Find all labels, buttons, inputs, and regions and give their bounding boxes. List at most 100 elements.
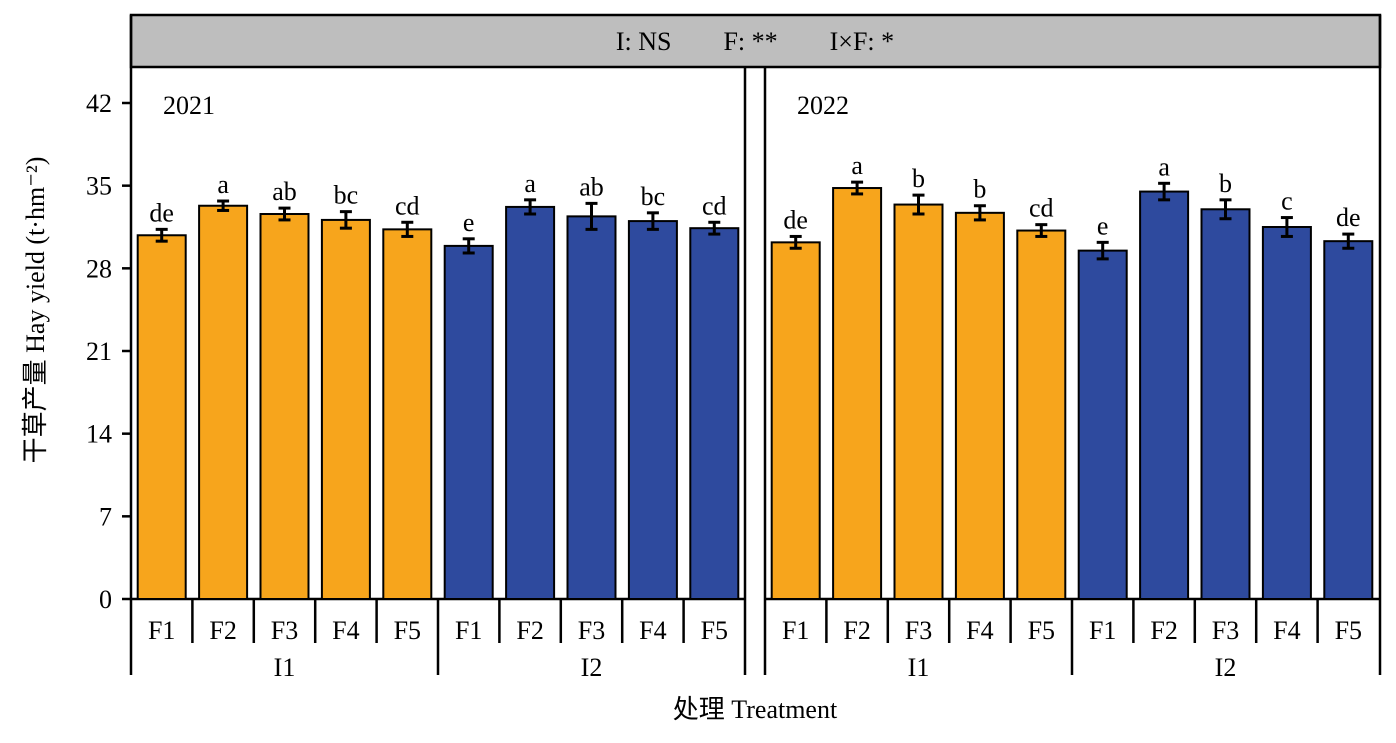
x-cat-label-p0-I1-F5: F5 (394, 616, 421, 645)
panel-year-2021: 2021 (163, 91, 215, 120)
bar-p1-I2-F3 (1200, 208, 1251, 601)
error-bar-p0-I2-F4 (646, 211, 659, 231)
error-bar-p0-I2-F5 (708, 220, 721, 236)
y-tick-label-28: 28 (86, 254, 112, 283)
y-tick-label-7: 7 (99, 502, 112, 531)
y-axis: 0 7 14 21 28 35 42 (86, 89, 131, 614)
error-bar-p0-I1-F5 (401, 220, 414, 238)
error-bar-p0-I2-F3 (585, 201, 598, 231)
x-cat-label-p1-I1-F4: F4 (966, 616, 993, 645)
x-axis-title: 处理 Treatment (673, 695, 838, 724)
x-cat-label-p1-I2-F3: F3 (1212, 616, 1239, 645)
x-cat-label-p0-I1-F4: F4 (332, 616, 359, 645)
bar-p1-I2-F5 (1323, 240, 1374, 601)
x-cat-label-p0-I2-F3: F3 (578, 616, 605, 645)
sig-letter-p1-I2-F1: e (1097, 211, 1109, 240)
bar-p1-I1-F3 (893, 203, 944, 601)
x-cat-label-p1-I1-F5: F5 (1028, 616, 1055, 645)
error-bar-p1-I2-F3 (1219, 198, 1232, 221)
x-cat-label-p1-I2-F2: F2 (1150, 616, 1177, 645)
error-bar-p1-I1-F2 (851, 180, 864, 196)
x-cat-label-p0-I2-F1: F1 (455, 616, 482, 645)
bar-p0-I1-F1 (136, 234, 187, 600)
x-cat-label-p1-I1-F2: F2 (843, 616, 870, 645)
error-bar-p0-I1-F1 (155, 227, 168, 243)
sig-letter-p1-I1-F2: a (851, 151, 863, 180)
sig-letter-p1-I1-F1: de (783, 205, 808, 234)
x-cat-label-p1-I2-F4: F4 (1273, 616, 1300, 645)
group-label-p0-I2: I2 (581, 653, 603, 682)
error-bar-p0-I2-F2 (524, 198, 537, 216)
x-cat-label-p0-I1-F2: F2 (209, 616, 236, 645)
group-label-p1-I1: I1 (908, 653, 930, 682)
bar-p1-I2-F4 (1261, 226, 1312, 600)
y-tick-label-21: 21 (86, 337, 112, 366)
error-bar-p1-I1-F5 (1035, 223, 1048, 238)
bar-p0-I2-F5 (689, 227, 740, 601)
x-cat-label-p1-I2-F5: F5 (1335, 616, 1362, 645)
x-cat-label-p0-I2-F4: F4 (639, 616, 666, 645)
sig-letter-p0-I1-F4: bc (334, 181, 359, 210)
sig-letter-p1-I2-F4: c (1281, 187, 1293, 216)
sig-letter-p0-I1-F1: de (149, 198, 174, 227)
sig-letter-p0-I1-F5: cd (395, 191, 420, 220)
bar-p0-I1-F3 (259, 213, 310, 600)
y-tick-label-35: 35 (86, 172, 112, 201)
sig-letter-p0-I2-F1: e (463, 208, 475, 237)
bar-p1-I1-F5 (1016, 229, 1067, 601)
sig-letter-p1-I2-F5: de (1336, 203, 1361, 232)
x-cat-label-p0-I1-F1: F1 (148, 616, 175, 645)
error-bar-p1-I2-F5 (1342, 232, 1355, 250)
error-bar-p1-I2-F4 (1280, 216, 1293, 238)
error-bar-p0-I1-F2 (217, 199, 230, 212)
error-bar-p1-I1-F3 (912, 193, 925, 216)
y-tick-label-42: 42 (86, 89, 112, 118)
error-bar-p1-I2-F2 (1158, 181, 1171, 202)
bar-p1-I1-F2 (832, 187, 883, 600)
x-cat-label-p0-I2-F5: F5 (701, 616, 728, 645)
bar-p0-I1-F2 (198, 204, 249, 600)
error-bar-p0-I2-F1 (462, 237, 475, 255)
error-bar-p0-I1-F4 (339, 210, 352, 230)
header-stats: I: NS F: ** I×F: * (616, 27, 894, 56)
x-cat-label-p1-I1-F1: F1 (782, 616, 809, 645)
y-tick-label-0: 0 (99, 585, 112, 614)
bar-p1-I2-F1 (1077, 249, 1128, 600)
group-label-p1-I2: I2 (1215, 653, 1237, 682)
bar-p1-I1-F1 (770, 241, 821, 600)
plot-frame (129, 15, 1382, 675)
y-axis-title: 干草产量 Hay yield (t·hm⁻²) (21, 157, 50, 464)
bar-p0-I2-F1 (443, 244, 494, 600)
error-bar-p1-I2-F1 (1096, 240, 1109, 261)
bar-p0-I1-F5 (382, 228, 433, 600)
x-axis: F1 F2 F3 F4 F5 I1 F1 F2 F3 F4 F5 I2 F1 F2 F3 F4 F5 I1 F1 F2… (129, 599, 1382, 682)
y-tick-label-14: 14 (86, 420, 112, 449)
bar-p0-I1-F4 (320, 218, 371, 601)
sig-letter-p0-I1-F3: ab (272, 177, 297, 206)
x-cat-label-p0-I2-F2: F2 (516, 616, 543, 645)
sig-letter-p1-I1-F3: b (912, 164, 925, 193)
x-cat-label-p1-I2-F1: F1 (1089, 616, 1116, 645)
error-bar-p0-I1-F3 (278, 206, 291, 222)
sig-letter-p1-I2-F2: a (1158, 152, 1170, 181)
sig-letter-p1-I2-F3: b (1219, 169, 1232, 198)
x-cat-label-p0-I1-F3: F3 (271, 616, 298, 645)
sig-letter-p0-I1-F2: a (217, 170, 229, 199)
sig-letter-p1-I1-F5: cd (1029, 194, 1054, 223)
x-cat-label-p1-I1-F3: F3 (905, 616, 932, 645)
bar-p1-I2-F2 (1139, 190, 1190, 600)
bar-p0-I2-F4 (627, 220, 678, 600)
sig-letter-p0-I2-F5: cd (702, 191, 727, 220)
panel-year-2022: 2022 (797, 91, 849, 120)
sig-letter-p1-I1-F4: b (973, 175, 986, 204)
sig-letter-p0-I2-F2: a (524, 169, 536, 198)
bar-p1-I1-F4 (954, 211, 1005, 600)
error-bar-p1-I1-F1 (789, 234, 802, 250)
error-bar-p1-I1-F4 (973, 204, 986, 222)
sig-letter-p0-I2-F4: bc (641, 182, 666, 211)
sig-letter-p0-I2-F3: ab (579, 172, 604, 201)
bar-p0-I2-F2 (505, 205, 556, 601)
group-label-p0-I1: I1 (274, 653, 296, 682)
